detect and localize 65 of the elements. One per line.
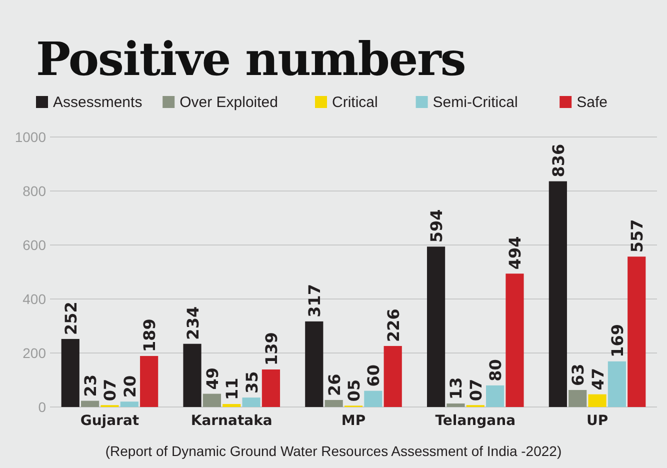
bar [548, 181, 567, 407]
data-label: 139 [262, 332, 281, 366]
bar [61, 338, 80, 407]
bar [262, 369, 280, 407]
y-tick-label: 0 [38, 399, 46, 415]
data-label: 20 [120, 375, 140, 398]
data-label: 26 [324, 374, 344, 396]
bar [242, 398, 260, 407]
x-tick-label: Telangana [435, 413, 516, 429]
data-label: 49 [202, 368, 222, 390]
y-tick-label: 200 [22, 345, 46, 361]
data-label: 35 [242, 371, 262, 394]
data-label: 594 [427, 209, 446, 243]
data-label: 11 [222, 378, 242, 400]
data-label: 494 [506, 236, 525, 270]
x-tick-label: UP [586, 413, 608, 429]
y-tick-label: 1000 [14, 129, 46, 145]
data-label: 63 [568, 364, 588, 386]
bar [608, 361, 626, 407]
bar [426, 246, 446, 407]
bar [486, 385, 504, 407]
y-tick-label: 800 [22, 183, 46, 199]
bar [588, 394, 606, 407]
x-tick-label: Gujarat [80, 413, 140, 429]
legend-label: Assessments [53, 94, 142, 111]
y-tick-label: 600 [22, 237, 46, 253]
bar [81, 400, 100, 407]
data-label: 60 [364, 364, 384, 387]
bar [364, 390, 382, 407]
data-label: 557 [628, 219, 647, 253]
data-label: 226 [384, 308, 403, 342]
legend-label: Over Exploited [180, 94, 278, 111]
legend-label: Semi-Critical [432, 94, 518, 111]
data-label: 252 [61, 302, 80, 335]
text: (Report of Dynamic Ground Water Resources Assessment of India -2022) [105, 443, 562, 459]
data-label: 47 [588, 368, 608, 390]
data-label: 836 [548, 144, 568, 178]
bar [324, 400, 343, 407]
bar [140, 356, 158, 407]
data-label: 23 [81, 374, 100, 397]
bar [305, 321, 324, 407]
data-label: 169 [608, 324, 627, 358]
data-label: 317 [305, 284, 324, 318]
bar [222, 404, 241, 407]
legend-label: Critical [332, 94, 378, 111]
x-tick-label: Karnataka [190, 413, 272, 429]
bar [202, 394, 221, 407]
data-label: 234 [183, 306, 202, 340]
data-label: 07 [466, 378, 486, 402]
y-tick-label: 400 [22, 291, 46, 307]
data-label: 07 [100, 378, 120, 402]
bar [446, 403, 465, 407]
bar [506, 274, 524, 407]
data-label: 05 [344, 379, 364, 402]
data-label: 80 [486, 359, 506, 382]
bar [384, 346, 402, 407]
bar [120, 402, 138, 407]
bar [628, 256, 646, 407]
x-tick-label: MP [341, 413, 366, 429]
bar [568, 390, 587, 407]
bar [183, 344, 202, 407]
data-label: 13 [446, 377, 466, 400]
chart-title: Positive numbers [36, 32, 466, 86]
data-label: 189 [140, 318, 160, 352]
legend-label: Safe [576, 94, 608, 111]
